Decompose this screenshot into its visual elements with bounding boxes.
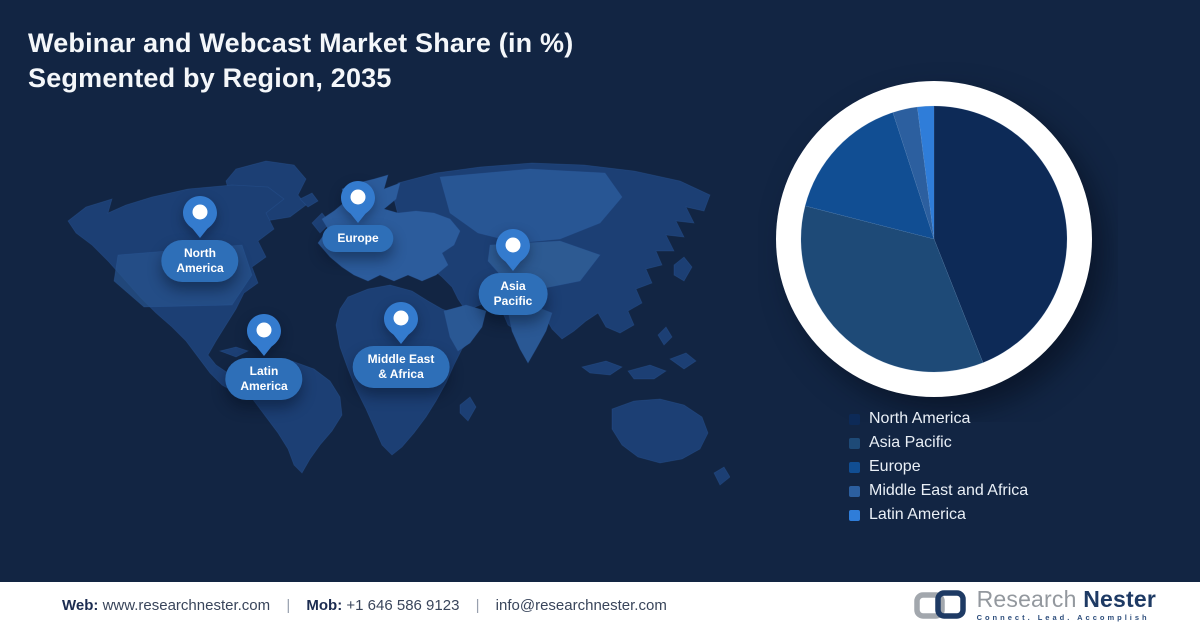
island-new-zealand <box>713 466 730 486</box>
legend-item-north-america: North America <box>849 411 1028 427</box>
map-region-label-line1: Asia <box>500 279 526 293</box>
email-address: info@researchnester.com <box>495 596 667 614</box>
page-title-line2: Segmented by Region, 2035 <box>28 63 392 93</box>
map-region-label-asia-pacific: Asia Pacific <box>478 273 548 315</box>
map-region-label-line1: Latin <box>249 364 279 378</box>
islands-indonesia <box>581 360 623 376</box>
footer-bar: Web: www.researchnester.com | Mob: +1 64… <box>0 582 1200 628</box>
islands-caribbean <box>218 346 250 358</box>
region-arabia <box>443 304 487 352</box>
island-japan <box>673 256 693 282</box>
legend-label: Asia Pacific <box>869 434 952 451</box>
map-region-label-line1: Middle East <box>367 352 435 366</box>
map-region-label-latin-america: Latin America <box>225 358 303 400</box>
pie-segment-latin-america <box>916 105 935 240</box>
separator: | <box>286 596 291 614</box>
logo-name: Research Nester <box>977 588 1156 611</box>
legend-swatch-asia-pacific <box>849 437 860 449</box>
island-new-guinea <box>669 352 697 370</box>
map-region-label-line2: & Africa <box>378 367 424 381</box>
legend-swatch-north-america <box>849 413 860 425</box>
island-madagascar <box>459 396 477 422</box>
mob-label: Mob: <box>306 596 343 614</box>
company-logo: Research Nester Connect. Lead. Accomplis… <box>913 588 1156 622</box>
location-pin-icon <box>183 196 217 238</box>
continent-australia <box>611 398 709 464</box>
island-iceland <box>299 192 319 208</box>
islands-indonesia-east <box>627 364 667 380</box>
legend-item-latin-america: Latin America <box>849 507 1028 523</box>
map-region-label-line2: America <box>176 261 224 275</box>
phone-number: +1 646 586 9123 <box>346 596 460 614</box>
separator: | <box>475 596 480 614</box>
pie-segments <box>800 105 1068 373</box>
legend-item-asia-pacific: Asia Pacific <box>849 435 1028 451</box>
map-region-label-middle-east-africa: Middle East & Africa <box>352 346 450 388</box>
logo-name-part1: Research <box>976 586 1077 613</box>
pie-chart <box>776 81 1092 397</box>
logo-text: Research Nester Connect. Lead. Accomplis… <box>977 588 1156 622</box>
legend-label: Europe <box>869 458 921 475</box>
legend-item-middle-east-and-africa: Middle East and Africa <box>849 483 1028 499</box>
location-pin-icon <box>496 229 530 271</box>
pie-segment-middle-east-and-africa <box>892 106 935 240</box>
legend-swatch-europe <box>849 461 860 473</box>
map-region-label-line2: Pacific <box>493 294 533 308</box>
legend-label: Middle East and Africa <box>869 482 1029 499</box>
legend-label: North America <box>869 410 971 427</box>
map-region-label-europe: Europe <box>322 225 394 252</box>
web-label: Web: <box>62 596 99 614</box>
island-philippines <box>657 326 673 346</box>
pie-segment-europe <box>804 112 935 240</box>
pie-segment-asia-pacific <box>800 205 984 373</box>
pie-segment-north-america <box>933 105 1068 364</box>
location-pin-icon <box>384 302 418 344</box>
legend-swatch-latin-america <box>849 509 860 521</box>
legend-item-europe: Europe <box>849 459 1028 475</box>
chain-links-icon <box>913 590 966 619</box>
legend-label: Latin America <box>869 506 966 523</box>
contact-info: Web: www.researchnester.com | Mob: +1 64… <box>62 597 667 614</box>
website-url: www.researchnester.com <box>102 596 271 614</box>
location-pin-icon <box>341 181 375 223</box>
map-region-label-line1: Europe <box>337 231 379 245</box>
page-title-line1: Webinar and Webcast Market Share (in %) <box>28 28 574 58</box>
logo-tagline: Connect. Lead. Accomplish <box>976 613 1150 623</box>
map-region-label-line2: America <box>240 379 288 393</box>
map-region-label-line1: North <box>184 246 216 260</box>
chart-legend: North America Asia Pacific Europe Middle Ea… <box>849 411 1028 531</box>
map-region-label-north-america: North America <box>161 240 239 282</box>
page-title: Webinar and Webcast Market Share (in %) … <box>28 26 573 96</box>
legend-swatch-middle-east-and-africa <box>849 485 860 497</box>
location-pin-icon <box>247 314 281 356</box>
region-west-russia <box>439 168 623 244</box>
logo-name-part2: Nester <box>1083 586 1156 613</box>
